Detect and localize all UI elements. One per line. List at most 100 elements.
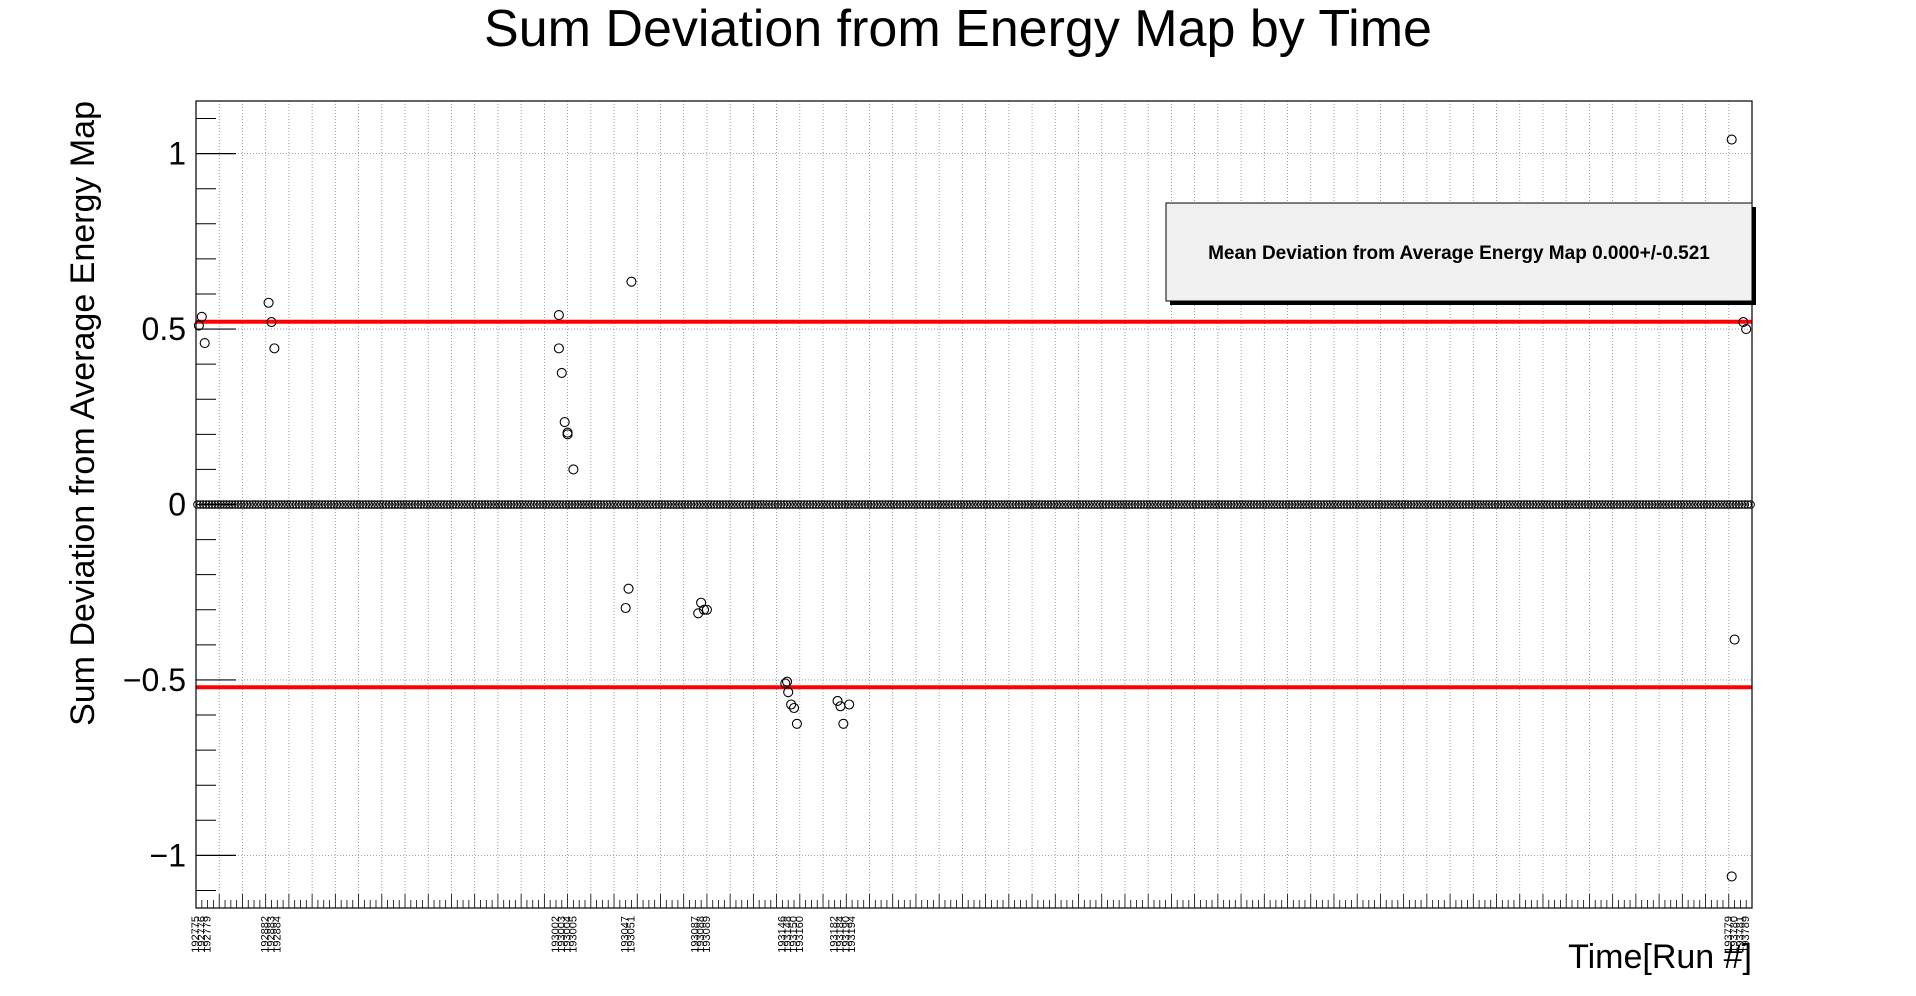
- data-point: [866, 500, 876, 509]
- data-point: [254, 500, 263, 509]
- data-point: [881, 500, 890, 509]
- data-point: [930, 500, 940, 509]
- data-point: [1502, 500, 1511, 509]
- data-point: [1154, 500, 1163, 509]
- data-point: [1020, 500, 1030, 509]
- data-point: [1641, 500, 1651, 509]
- data-point: [1206, 500, 1215, 509]
- data-point: [352, 500, 362, 509]
- data-point: [251, 500, 260, 509]
- data-point: [1331, 500, 1340, 509]
- x-tick-label: 193184: [834, 916, 846, 953]
- data-point: [1731, 500, 1741, 509]
- data-point: [736, 500, 745, 509]
- data-point: [199, 338, 210, 349]
- data-point: [1685, 500, 1694, 509]
- data-point: [965, 500, 974, 509]
- data-point: [425, 500, 434, 509]
- data-point: [805, 500, 815, 509]
- data-point: [701, 500, 710, 509]
- data-point: [1487, 500, 1497, 509]
- data-point: [1339, 500, 1349, 509]
- data-point: [280, 500, 289, 509]
- data-point: [945, 500, 954, 509]
- data-point: [756, 500, 765, 509]
- data-point: [927, 500, 937, 509]
- data-point: [950, 500, 960, 509]
- data-point: [1574, 500, 1584, 509]
- data-point: [242, 500, 252, 509]
- data-point: [471, 500, 481, 509]
- data-point: [1612, 500, 1622, 509]
- data-point: [1737, 500, 1747, 509]
- data-point: [1017, 500, 1027, 509]
- data-point: [573, 500, 583, 509]
- x-tick-label: 193780: [1729, 916, 1741, 953]
- data-point: [904, 500, 913, 509]
- data-point: [1592, 500, 1601, 509]
- data-point: [1328, 500, 1337, 509]
- data-point: [480, 500, 490, 509]
- data-point: [1444, 500, 1453, 509]
- data-point: [799, 500, 809, 509]
- data-point: [1711, 500, 1721, 509]
- data-point: [1682, 500, 1691, 509]
- data-point: [608, 500, 617, 509]
- data-point: [910, 500, 919, 509]
- data-point: [428, 500, 437, 509]
- data-point: [576, 500, 585, 509]
- data-point: [335, 500, 344, 509]
- data-point: [1159, 500, 1169, 509]
- data-point: [817, 500, 826, 509]
- data-point: [1101, 500, 1111, 509]
- data-point: [623, 583, 634, 594]
- data-point: [1270, 500, 1279, 509]
- x-tick-label: 193051: [625, 916, 637, 953]
- data-point: [1003, 500, 1012, 509]
- data-point: [730, 500, 739, 509]
- data-point: [492, 500, 501, 509]
- data-point: [1720, 500, 1729, 509]
- data-point: [291, 500, 301, 509]
- data-point: [892, 500, 902, 509]
- data-point: [1490, 500, 1500, 509]
- data-point: [1484, 500, 1494, 509]
- data-point: [997, 500, 1006, 509]
- data-point: [872, 500, 882, 509]
- data-point: [1287, 500, 1297, 509]
- data-point: [1316, 500, 1326, 509]
- data-point: [741, 500, 751, 509]
- data-point: [886, 500, 896, 509]
- data-point: [1589, 500, 1599, 509]
- data-point: [1133, 500, 1143, 509]
- data-point: [582, 500, 591, 509]
- data-point: [1223, 500, 1233, 509]
- data-point: [1545, 500, 1555, 509]
- data-point: [1609, 500, 1619, 509]
- data-point: [991, 500, 1001, 509]
- data-point: [1508, 500, 1517, 509]
- data-point: [1618, 500, 1628, 509]
- data-point: [640, 500, 649, 509]
- data-point: [1406, 500, 1416, 509]
- data-point: [1090, 500, 1099, 509]
- data-point: [236, 500, 246, 509]
- data-point: [468, 500, 478, 509]
- data-point: [794, 500, 803, 509]
- data-point: [263, 297, 274, 308]
- data-point: [500, 500, 510, 509]
- data-point: [759, 500, 768, 509]
- data-point: [1397, 500, 1407, 509]
- data-point: [634, 500, 644, 509]
- data-point: [1580, 500, 1590, 509]
- data-point: [1726, 134, 1737, 145]
- data-point: [1673, 500, 1683, 509]
- data-point: [820, 500, 829, 509]
- data-point: [1435, 500, 1445, 509]
- data-point: [1519, 500, 1529, 509]
- data-point: [1424, 500, 1433, 509]
- data-point: [497, 500, 507, 509]
- data-point: [1307, 500, 1317, 509]
- data-point: [1188, 500, 1198, 509]
